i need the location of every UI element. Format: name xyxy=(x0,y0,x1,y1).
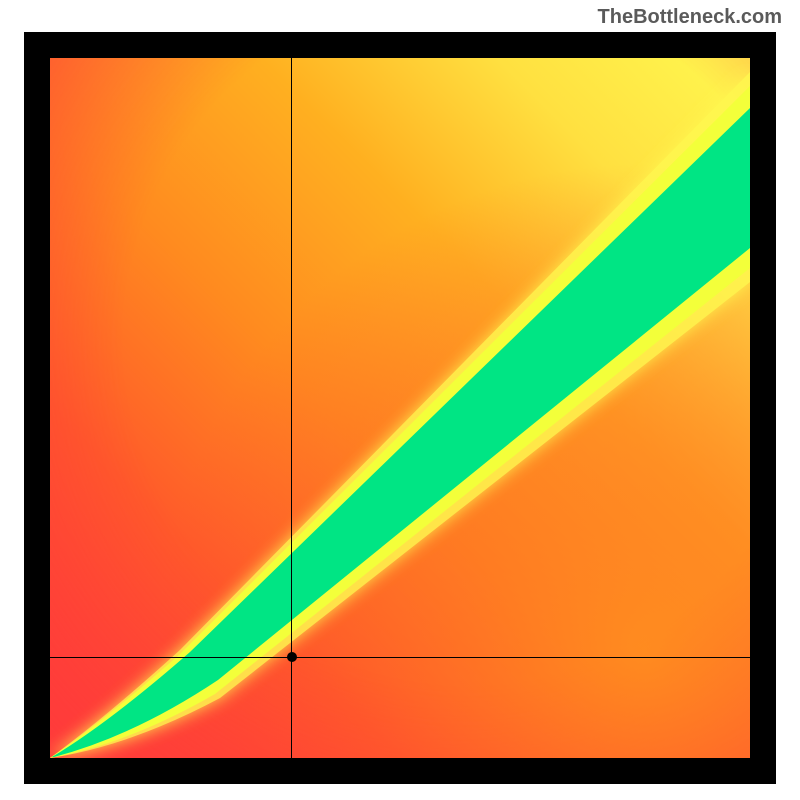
heatmap-gradient xyxy=(50,58,750,758)
marker-point xyxy=(287,652,297,662)
chart-outer-frame xyxy=(24,32,776,784)
watermark-text: TheBottleneck.com xyxy=(598,6,782,29)
crosshair-horizontal xyxy=(50,657,750,658)
chart-container: TheBottleneck.com xyxy=(0,0,800,800)
plot-area xyxy=(50,58,750,758)
